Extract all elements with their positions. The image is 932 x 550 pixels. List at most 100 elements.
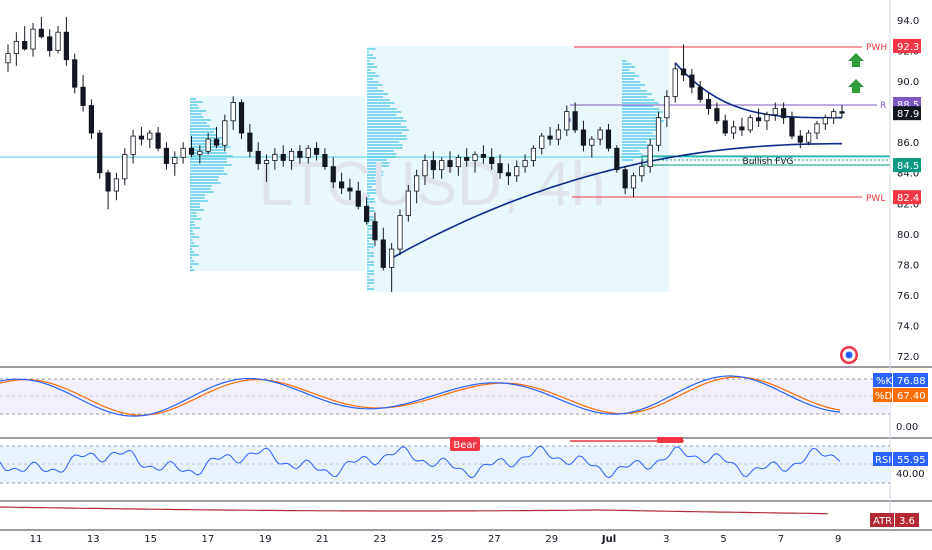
candle — [781, 102, 787, 124]
profile-bar — [367, 237, 375, 239]
level-value-label: 87.9 — [897, 109, 919, 120]
profile-bar — [367, 243, 374, 245]
time-tick-label: 3 — [663, 534, 669, 545]
profile-bar — [367, 126, 407, 128]
candle — [722, 114, 728, 137]
candle — [539, 133, 545, 155]
profile-bar — [367, 165, 389, 167]
candle — [63, 16, 69, 66]
candle — [80, 74, 86, 112]
profile-bar — [622, 129, 662, 131]
profile-bar — [367, 171, 384, 173]
candle — [97, 129, 103, 179]
profile-bar — [190, 242, 195, 244]
candle — [405, 184, 411, 222]
candle — [547, 126, 553, 146]
profile-bar — [367, 231, 369, 233]
bear-tag[interactable]: Bear — [450, 437, 480, 451]
candle — [188, 136, 195, 158]
profile-bar — [190, 221, 195, 223]
rsi-value: 55.95 — [897, 455, 926, 466]
bear-tag-2 — [657, 437, 683, 443]
candle — [580, 120, 587, 152]
candle — [397, 209, 403, 256]
profile-bar — [190, 227, 200, 229]
candle — [347, 178, 353, 201]
time-tick-label: 25 — [431, 534, 444, 545]
profile-bar — [367, 72, 376, 74]
candle — [22, 26, 28, 51]
candle — [497, 154, 503, 179]
profile-bar — [622, 75, 640, 77]
profile-bar — [367, 261, 374, 263]
profile-bar — [367, 60, 370, 62]
candle — [597, 126, 603, 146]
price-tick-label: 84.0 — [897, 169, 919, 180]
profile-bar — [190, 128, 218, 130]
candle — [213, 126, 220, 149]
profile-bar — [367, 117, 404, 119]
profile-bar — [367, 267, 369, 269]
profile-bar — [190, 116, 204, 118]
candle — [380, 227, 386, 271]
profile-bar — [367, 282, 374, 284]
profile-bar — [367, 249, 369, 251]
profile-bar — [367, 174, 384, 176]
profile-bar — [190, 245, 199, 247]
profile-bar — [367, 141, 400, 143]
price-tick-label: 90.0 — [897, 77, 919, 88]
profile-bar — [190, 206, 200, 208]
tradingview-badge-icon[interactable] — [840, 346, 858, 364]
candle — [5, 44, 11, 72]
time-axis[interactable]: 11 13 15 17 19 21 23 25 27 29 Jul 3 5 7 9 — [30, 534, 842, 545]
level-value-tag — [893, 158, 921, 173]
profile-bar — [367, 123, 402, 125]
candle — [205, 133, 211, 155]
candle — [330, 157, 336, 188]
price-axis[interactable]: 94.092.090.088.086.084.082.080.078.076.0… — [897, 16, 919, 363]
profile-bar — [622, 150, 640, 152]
profile-bar — [367, 90, 384, 92]
profile-bar — [622, 105, 654, 107]
candle — [305, 145, 311, 164]
profile-bar — [622, 132, 653, 134]
stoch-d-value: 67.40 — [897, 391, 926, 402]
profile-bar — [367, 96, 384, 98]
level-value-label: 88.5 — [897, 100, 919, 111]
profile-bar — [367, 138, 408, 140]
price-tick-label: 72.0 — [897, 352, 919, 363]
time-tick-label: 9 — [835, 534, 841, 545]
profile-bar — [367, 201, 376, 203]
candle — [697, 81, 703, 103]
profile-bar — [367, 102, 395, 104]
level-tags: PWH 92.3 R 88.587.9 84.5 PWL 82.4 — [866, 38, 921, 205]
candle — [38, 16, 44, 39]
time-tick-label: 11 — [30, 534, 43, 545]
atr-value: 3.6 — [899, 516, 915, 527]
profile-bar — [190, 218, 202, 220]
candle — [163, 142, 170, 170]
profile-bar — [367, 276, 369, 278]
profile-bar — [622, 153, 643, 155]
profile-bar — [367, 162, 390, 164]
profile-bar — [190, 254, 199, 256]
candle — [630, 172, 637, 198]
candle — [364, 197, 370, 225]
candle — [489, 148, 495, 170]
profile-bar — [367, 147, 403, 149]
stoch-k-value: 76.88 — [897, 376, 926, 387]
profile-bar — [367, 114, 397, 116]
profile-bar — [622, 147, 649, 149]
level-value-tag — [893, 38, 921, 53]
candle — [122, 148, 128, 185]
price-tick-label: 80.0 — [897, 230, 919, 241]
candle — [839, 105, 845, 118]
profile-bar — [190, 173, 228, 175]
candle — [605, 123, 612, 152]
profile-bar — [190, 182, 221, 184]
profile-bar — [622, 159, 634, 161]
candle — [764, 111, 770, 130]
profile-bar — [367, 183, 380, 185]
profile-bar — [190, 167, 225, 169]
